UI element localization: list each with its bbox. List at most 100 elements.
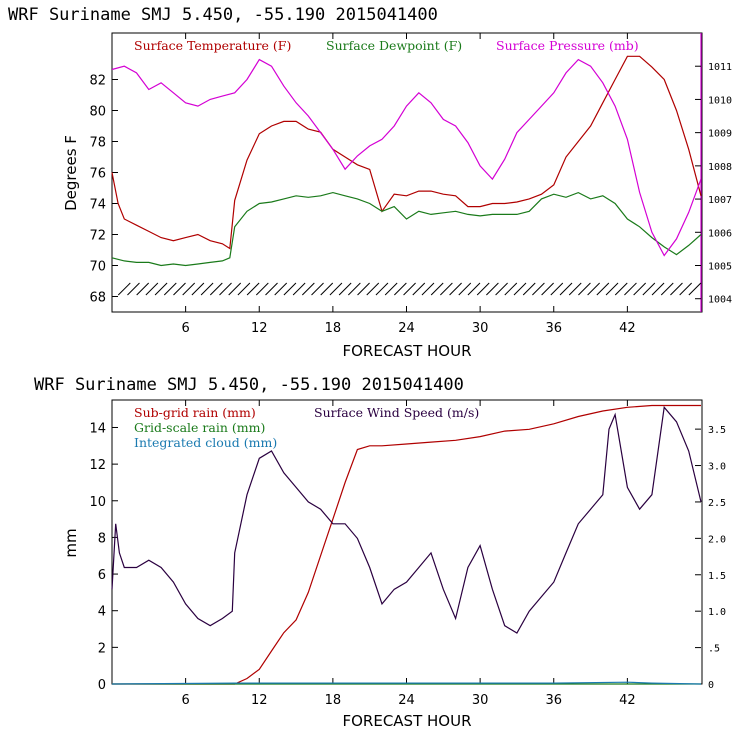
- y-tick-label: 4: [98, 605, 106, 620]
- series-line-surface-dewpoint-f: [111, 191, 702, 267]
- panel2-title: WRF Suriname SMJ 5.450, -55.190 20150414…: [34, 375, 464, 395]
- x-tick-label: 18: [325, 693, 342, 708]
- y-tick-label: 14: [89, 421, 106, 436]
- wind-barb: [532, 282, 545, 296]
- wind-barb: [412, 282, 426, 296]
- wind-barb: [136, 282, 150, 296]
- wind-barbs: [117, 282, 702, 296]
- x-tick-label: 24: [398, 321, 415, 336]
- panel1-xlabel: FORECAST HOUR: [342, 342, 471, 360]
- series-line-surface-temperature-f: [111, 55, 702, 250]
- wind-barb: [127, 282, 140, 296]
- y-tick-label: 6: [98, 568, 106, 583]
- x-tick-label: 42: [619, 321, 636, 336]
- panel1-series: [111, 55, 702, 267]
- panel2-ylabel: mm: [62, 528, 80, 557]
- wind-barb: [642, 282, 656, 296]
- x-tick-label: 12: [251, 693, 268, 708]
- legend-subgrid-rain: Sub-grid rain (mm): [134, 405, 256, 420]
- wind-barb: [394, 282, 407, 296]
- panel1-x-ticks: 6 12 18 24 30 36 42: [181, 33, 636, 336]
- y-tick-label: 10: [89, 495, 106, 510]
- wind-barb: [384, 282, 398, 296]
- y-tick-label: 8: [98, 531, 106, 546]
- legend-temperature: Surface Temperature (F): [134, 38, 291, 53]
- series-line-surface-wind-speed-m-s: [111, 405, 702, 634]
- wind-barb: [237, 282, 251, 296]
- wind-barb: [614, 282, 628, 296]
- y2-tick-label: 1004: [708, 295, 732, 306]
- y2-tick-label: 2.5: [708, 498, 726, 509]
- x-tick-label: 36: [545, 693, 562, 708]
- wind-barb: [246, 282, 260, 296]
- panel2-x-ticks: 6 12 18 24 30 36 42: [181, 400, 636, 708]
- y2-tick-label: 3.0: [708, 462, 726, 473]
- legend-gridscale-rain: Grid-scale rain (mm): [134, 420, 265, 435]
- panel2-xlabel: FORECAST HOUR: [342, 712, 471, 730]
- panel2-left-ticks: 0 2 4 6 8 10 12 14: [89, 421, 118, 693]
- wind-barb: [200, 282, 214, 296]
- wind-barb: [596, 282, 610, 296]
- wind-barb: [679, 282, 693, 296]
- y2-tick-label: 1007: [708, 195, 732, 206]
- x-tick-label: 24: [398, 693, 415, 708]
- wind-barb: [145, 282, 159, 296]
- wind-barb: [449, 282, 462, 296]
- wind-barb: [292, 282, 306, 296]
- wind-barb: [568, 282, 582, 296]
- y2-tick-label: 3.5: [708, 425, 726, 436]
- wind-barb: [163, 282, 177, 296]
- wind-barb: [559, 282, 573, 296]
- y-tick-label: 12: [89, 458, 106, 473]
- wind-barb: [624, 282, 637, 296]
- wind-barb: [476, 282, 490, 296]
- wind-barb: [338, 282, 352, 296]
- wind-barb: [587, 282, 600, 296]
- wind-barb: [495, 282, 508, 296]
- wind-barb: [660, 282, 674, 296]
- wind-barb: [578, 282, 591, 296]
- wind-barb: [458, 282, 472, 296]
- wind-barb: [504, 282, 518, 296]
- wind-barb: [182, 282, 196, 296]
- y-tick-label: 78: [89, 136, 106, 151]
- panel1-left-ticks: 68 70 72 74 76 78 80 82: [89, 74, 118, 306]
- wind-barb: [329, 282, 343, 296]
- wind-barb: [209, 282, 223, 296]
- y-tick-label: 80: [89, 105, 106, 120]
- wind-barb: [117, 282, 131, 296]
- y2-tick-label: 0: [708, 680, 714, 691]
- y-tick-label: 2: [98, 641, 106, 656]
- wind-barb: [550, 282, 564, 296]
- wind-barb: [633, 282, 646, 296]
- y2-tick-label: 1006: [708, 228, 732, 239]
- legend-pressure: Surface Pressure (mb): [496, 38, 639, 53]
- y2-tick-label: 1008: [708, 162, 732, 173]
- wind-barb: [357, 282, 370, 296]
- y-tick-label: 70: [89, 260, 106, 275]
- wind-barb: [366, 282, 380, 296]
- wind-barb: [375, 282, 389, 296]
- y2-tick-label: 1.0: [708, 607, 726, 618]
- wind-barb: [486, 282, 499, 296]
- wind-barb: [228, 282, 242, 296]
- legend-wind-speed: Surface Wind Speed (m/s): [314, 405, 479, 420]
- wind-barb: [154, 282, 168, 296]
- y2-tick-label: 1009: [708, 129, 732, 140]
- wind-barb: [301, 282, 315, 296]
- wind-barb: [191, 282, 205, 296]
- wind-barb: [440, 282, 453, 296]
- y-tick-label: 76: [89, 167, 106, 182]
- legend-dewpoint: Surface Dewpoint (F): [326, 38, 462, 53]
- y-tick-label: 68: [89, 291, 106, 306]
- series-line-sub-grid-rain-mm: [112, 404, 701, 685]
- panel1-title: WRF Suriname SMJ 5.450, -55.190 20150414…: [8, 5, 438, 25]
- y2-tick-label: 2.0: [708, 534, 726, 545]
- y-tick-label: 82: [89, 74, 106, 89]
- x-tick-label: 6: [181, 321, 189, 336]
- x-tick-label: 42: [619, 693, 636, 708]
- y2-tick-label: 1005: [708, 262, 732, 273]
- x-tick-label: 30: [472, 321, 489, 336]
- x-tick-label: 30: [472, 693, 489, 708]
